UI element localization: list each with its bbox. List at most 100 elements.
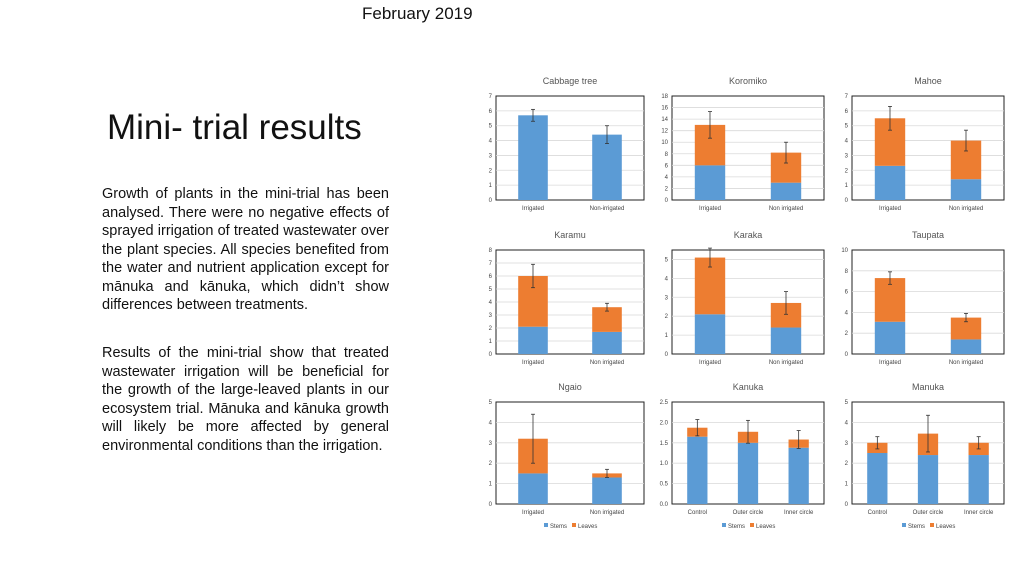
y-tick-label: 6 <box>845 109 849 115</box>
y-tick-label: 1 <box>489 183 493 189</box>
y-tick-label: 1 <box>665 333 669 339</box>
y-tick-label: 0.5 <box>660 482 669 488</box>
chart-title: Taupata <box>912 230 944 240</box>
y-tick-label: 14 <box>661 117 668 123</box>
chart-title: Koromiko <box>729 76 767 86</box>
x-category-label: Irrigated <box>699 360 721 366</box>
y-tick-label: 5 <box>489 124 493 130</box>
y-tick-label: 4 <box>665 276 669 282</box>
x-category-label: Non-irrigated <box>590 206 625 212</box>
y-tick-label: 3 <box>489 153 493 159</box>
y-tick-label: 18 <box>661 94 668 100</box>
bar-irrigated-series-2 <box>874 278 906 322</box>
y-tick-label: 5 <box>489 400 493 406</box>
y-tick-label: 2 <box>489 326 493 332</box>
y-tick-label: 0 <box>489 198 493 204</box>
chart-title: Ngaio <box>558 382 582 392</box>
y-tick-label: 2 <box>845 168 849 174</box>
y-tick-label: 1 <box>845 183 849 189</box>
chart-title: Karaka <box>734 230 763 240</box>
legend-swatch-leaves <box>750 523 754 527</box>
y-tick-label: 3 <box>845 153 849 159</box>
y-tick-label: 0 <box>489 352 493 358</box>
y-tick-label: 1 <box>489 339 493 345</box>
x-category-label: Irrigated <box>879 206 901 212</box>
chart-title: Cabbage tree <box>543 76 598 86</box>
x-category-label: Inner circle <box>964 510 994 516</box>
y-tick-label: 0 <box>489 502 493 508</box>
chart-kanuka: Kanuka 0.0 0.5 1.0 1.5 2.0 2.5 Control Outer cir… <box>660 382 825 530</box>
chart-title: Karamu <box>554 230 586 240</box>
y-tick-label: 0 <box>665 352 669 358</box>
y-tick-label: 3 <box>665 295 669 301</box>
bar-irrigated-series-1 <box>874 165 906 200</box>
results-paragraph-1: Growth of plants in the mini-trial has b… <box>102 186 389 313</box>
legend-swatch-leaves <box>930 523 934 527</box>
chart-title: Kanuka <box>733 382 764 392</box>
y-tick-label: 8 <box>489 248 493 254</box>
x-category-label: Non irrigated <box>949 206 983 212</box>
x-category-label: Irrigated <box>879 360 901 366</box>
y-tick-label: 1 <box>489 482 493 488</box>
legend-label-leaves: Leaves <box>756 524 775 530</box>
y-tick-label: 3 <box>489 441 493 447</box>
chart-karamu: Karamu 0 1 2 3 4 5 6 7 8 Irrigated Non irrigated <box>489 230 645 366</box>
y-tick-label: 2 <box>665 186 669 192</box>
y-tick-label: 5 <box>845 400 849 406</box>
y-tick-label: 16 <box>661 106 668 112</box>
y-tick-label: 0 <box>665 198 669 204</box>
legend-swatch-stems <box>722 523 726 527</box>
bar-non-irrigated-series-1 <box>592 477 622 504</box>
y-tick-label: 4 <box>845 420 849 426</box>
y-tick-label: 5 <box>489 287 493 293</box>
bar-irrigated-series-1 <box>694 165 726 200</box>
y-tick-label: 4 <box>665 175 669 181</box>
bar-irrigated-series-1 <box>518 115 548 200</box>
x-category-label: Control <box>868 510 887 516</box>
x-category-label: Irrigated <box>699 206 721 212</box>
y-tick-label: 2 <box>489 461 493 467</box>
y-tick-label: 5 <box>845 124 849 130</box>
x-category-label: Non irrigated <box>590 360 624 366</box>
bar-non-irrigated-series-1 <box>770 182 802 200</box>
bar-control-series-1 <box>867 453 888 504</box>
bar-non-irrigated-series-1 <box>592 134 622 200</box>
chart-taupata: Taupata 0 2 4 6 8 10 Irrigated Non irrigated <box>841 230 1005 366</box>
y-tick-label: 0 <box>845 352 849 358</box>
y-tick-label: 6 <box>489 274 493 280</box>
slide-title: Mini- trial results <box>107 108 362 147</box>
bar-non-irrigated-series-1 <box>950 339 982 354</box>
chart-mahoe: Mahoe 0 1 2 3 4 5 6 7 Irrigated Non irrigated <box>845 76 1005 212</box>
y-tick-label: 0 <box>845 198 849 204</box>
x-category-label: Control <box>688 510 707 516</box>
x-category-label: Inner circle <box>784 510 814 516</box>
chart-cabbage-tree: Cabbage tree 0 1 2 3 4 5 6 7 Irrigated Non-irrigat… <box>489 76 645 212</box>
y-tick-label: 12 <box>661 129 668 135</box>
legend-swatch-stems <box>544 523 548 527</box>
x-category-label: Outer circle <box>733 510 764 516</box>
bar-non-irrigated-series-1 <box>592 331 622 354</box>
slide-date: February 2019 <box>362 4 473 23</box>
bar-irrigated-series-1 <box>874 321 906 354</box>
y-tick-label: 5 <box>665 257 669 263</box>
y-tick-label: 1 <box>845 482 849 488</box>
y-tick-label: 2 <box>665 314 669 320</box>
bar-control-series-1 <box>687 436 708 504</box>
legend-label-stems: Stems <box>550 524 567 530</box>
y-tick-label: 2 <box>845 461 849 467</box>
x-category-label: Irrigated <box>522 510 544 516</box>
bar-non-irrigated-series-2 <box>950 317 982 340</box>
bar-irrigated-series-1 <box>694 314 726 354</box>
y-tick-label: 1.0 <box>660 461 669 467</box>
y-tick-label: 6 <box>665 163 669 169</box>
y-tick-label: 7 <box>489 261 493 267</box>
plot-area <box>851 249 1005 355</box>
legend-label-stems: Stems <box>908 524 925 530</box>
y-tick-label: 4 <box>845 310 849 316</box>
bar-outer-circle-series-1 <box>917 455 939 504</box>
chart-title: Mahoe <box>914 76 942 86</box>
y-tick-label: 1.5 <box>660 441 669 447</box>
bar-non-irrigated-series-1 <box>770 327 802 354</box>
bar-non-irrigated-series-1 <box>950 179 982 200</box>
plot-area <box>851 95 1005 201</box>
